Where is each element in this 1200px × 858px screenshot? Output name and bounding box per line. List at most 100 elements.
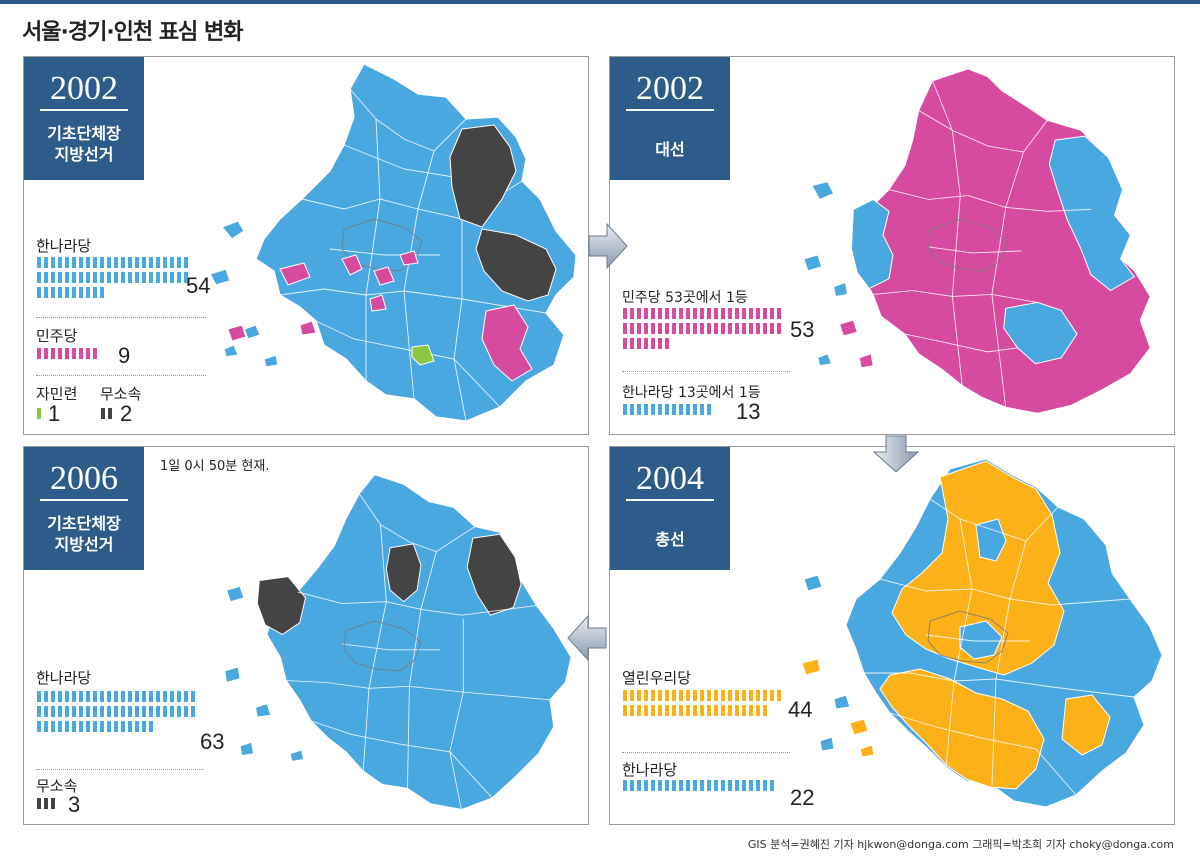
value-musosok: 2 <box>120 401 133 426</box>
seat-bar <box>699 779 705 792</box>
seat-bar <box>78 690 84 703</box>
seat-bar <box>64 271 70 284</box>
seat-bar <box>692 322 698 335</box>
seat-bar <box>78 720 84 733</box>
seat-bar <box>657 704 663 717</box>
seat-bar <box>622 403 628 416</box>
seat-bar <box>50 256 56 269</box>
seat-bar <box>706 322 712 335</box>
seat-bar <box>671 403 677 416</box>
seat-bar <box>650 307 656 320</box>
seat-bar <box>141 271 147 284</box>
bars-minju <box>622 307 786 352</box>
seat-bar <box>43 256 49 269</box>
badge-subtitle-2: 지방선거 <box>54 145 114 164</box>
label-jaminryeon: 자민련 <box>36 385 78 403</box>
seat-bar <box>85 286 91 299</box>
seat-bar <box>664 403 670 416</box>
seat-bar <box>727 322 733 335</box>
seoul-outline <box>343 620 422 672</box>
seat-bar <box>699 704 705 717</box>
bars-hannara <box>36 256 190 301</box>
seat-bar <box>92 256 98 269</box>
islands <box>803 181 874 369</box>
seat-bar <box>78 271 84 284</box>
seat-bar <box>134 690 140 703</box>
seat-bar <box>113 256 119 269</box>
seat-bar <box>50 347 56 360</box>
seat-bar <box>106 690 112 703</box>
seat-bar <box>685 307 691 320</box>
seat-bar <box>657 307 663 320</box>
value-hannara: 13 <box>736 399 761 424</box>
region-yeollin-east <box>1061 694 1111 756</box>
seat-bar <box>734 779 740 792</box>
seat-bar <box>113 690 119 703</box>
label-hannara: 한나라당 13곳에서 1등 <box>622 385 761 401</box>
value-musosok: 3 <box>68 792 81 817</box>
seat-bar <box>643 689 649 702</box>
seoul-outline <box>341 218 423 272</box>
seat-bar <box>706 779 712 792</box>
timestamp-note: 1일 0시 50분 현재. <box>160 459 270 474</box>
seat-bar <box>50 286 56 299</box>
seat-bar <box>769 322 775 335</box>
seat-bar <box>699 322 705 335</box>
islands <box>209 220 279 368</box>
map-2006-local <box>224 474 572 811</box>
seat-bar <box>43 690 49 703</box>
seat-bar <box>43 705 49 718</box>
top-rule <box>0 0 1200 4</box>
seat-bar <box>113 705 119 718</box>
seat-bar <box>71 705 77 718</box>
seat-bar <box>629 322 635 335</box>
seat-bar <box>643 704 649 717</box>
value-hannara: 54 <box>186 273 211 298</box>
seat-bar <box>720 689 726 702</box>
seat-bar <box>685 704 691 717</box>
separator <box>622 752 790 753</box>
seat-bar <box>636 779 642 792</box>
seat-bar <box>748 704 754 717</box>
seat-bar <box>741 307 747 320</box>
seat-bar <box>762 322 768 335</box>
arrow-left-icon <box>567 614 607 662</box>
seat-bar <box>148 720 154 733</box>
seat-bar <box>120 271 126 284</box>
credits: GIS 분석=권혜진 기자 hjkwon@donga.com 그래픽=박초희 기… <box>747 838 1174 851</box>
seat-bar <box>92 347 98 360</box>
seat-bar <box>99 286 105 299</box>
seat-bar <box>127 720 133 733</box>
seat-bar <box>692 403 698 416</box>
seat-bar <box>107 407 113 420</box>
seat-bar <box>57 256 63 269</box>
panel-2006-local: 1일 0시 50분 현재. 2006 기초단체장 지방선거 한나라당 <box>23 446 589 825</box>
seat-bar <box>64 690 70 703</box>
seat-bar <box>134 720 140 733</box>
seat-bar <box>713 322 719 335</box>
seat-bar <box>64 347 70 360</box>
region-hannara <box>266 474 572 811</box>
seat-bar <box>190 690 196 703</box>
seat-bar <box>50 797 56 810</box>
seat-bar <box>50 705 56 718</box>
seat-bar <box>85 690 91 703</box>
seat-bar <box>99 690 105 703</box>
badge-2002-local: 2002 기초단체장 지방선거 <box>24 57 144 180</box>
seat-bar <box>685 322 691 335</box>
seat-bar <box>776 689 782 702</box>
seat-bar <box>183 256 189 269</box>
seat-bar <box>741 779 747 792</box>
seat-bar <box>85 720 91 733</box>
label-yeollin: 열린우리당 <box>622 669 692 687</box>
seat-bar <box>134 256 140 269</box>
seat-bar <box>720 779 726 792</box>
seat-bar <box>727 779 733 792</box>
seat-bar <box>155 705 161 718</box>
seat-bar <box>43 286 49 299</box>
seat-bar <box>162 690 168 703</box>
seat-bar <box>43 720 49 733</box>
seat-bar <box>762 779 768 792</box>
seat-bar <box>776 307 782 320</box>
seat-bar <box>629 779 635 792</box>
